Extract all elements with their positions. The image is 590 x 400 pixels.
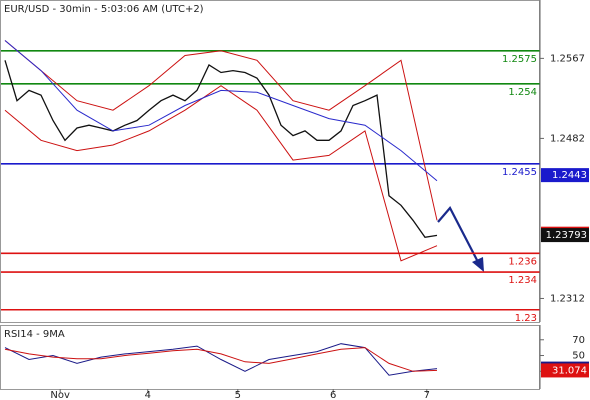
x-tick-label: 5 — [235, 390, 241, 400]
level-label: 1.2575 — [502, 54, 537, 65]
level-label: 1.2455 — [502, 167, 537, 178]
series-line — [4, 85, 438, 262]
rsi-panel — [0, 325, 540, 390]
price-box-label: 1.2443 — [552, 170, 587, 181]
x-tick-label: 4 — [145, 390, 151, 400]
x-tick-label: 6 — [330, 390, 336, 400]
level-label: 1.23 — [515, 313, 537, 324]
panel-title: RSI14 - 9MA — [4, 329, 65, 340]
series-line — [4, 347, 438, 372]
y-tick-label: 1.2567 — [550, 53, 585, 64]
panel-title: EUR/USD - 30min - 5:03:06 AM (UTC+2) — [4, 4, 204, 15]
y-tick-label: 1.2312 — [550, 293, 585, 304]
x-tick-label: Nov — [50, 390, 70, 400]
level-label: 1.254 — [508, 87, 537, 98]
arrow-head — [472, 257, 484, 272]
arrow-line — [437, 206, 479, 263]
series-line — [4, 40, 438, 221]
price-box — [541, 168, 589, 183]
x-tick-label: 7 — [424, 390, 430, 400]
price-box-label: 1.23793 — [546, 230, 587, 241]
level-label: 1.236 — [508, 256, 537, 267]
series-line — [4, 40, 438, 182]
level-label: 1.234 — [508, 275, 537, 286]
y-tick-label: 50 — [572, 351, 585, 362]
series-line — [4, 60, 438, 239]
forecast-arrow — [437, 206, 484, 272]
y-tick-label: 70 — [572, 335, 585, 346]
price-box — [541, 228, 589, 243]
y-tick-label: 1.2482 — [550, 133, 585, 144]
price-box-label: 31.074 — [552, 365, 587, 376]
main-panel — [0, 0, 540, 323]
price-box — [541, 363, 589, 378]
